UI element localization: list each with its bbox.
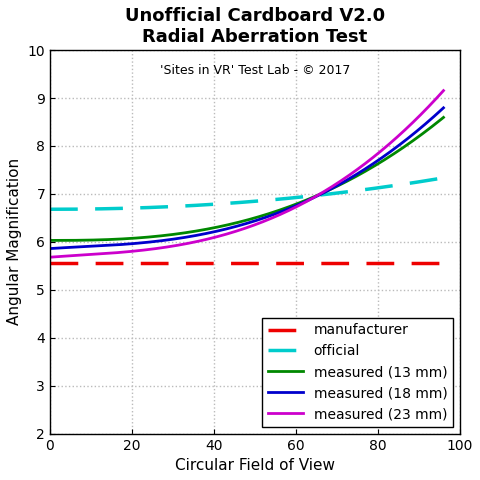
measured (18 mm): [236, 223, 242, 228]
measured (18 mm): [234, 223, 240, 229]
Line: measured (23 mm): measured (23 mm): [50, 91, 444, 257]
manufacturer: [236, 260, 242, 266]
measured (23 mm): [441, 88, 446, 94]
measured (23 mm): [370, 155, 375, 161]
measured (18 mm): [47, 246, 53, 252]
Y-axis label: Angular Magnification: Angular Magnification: [7, 158, 22, 325]
measured (13 mm): [370, 164, 375, 170]
measured (18 mm): [260, 216, 266, 221]
Title: Unofficial Cardboard V2.0
Radial Aberration Test: Unofficial Cardboard V2.0 Radial Aberrat…: [125, 7, 385, 46]
official: [281, 196, 287, 202]
manufacturer: [47, 260, 53, 266]
measured (23 mm): [236, 228, 242, 233]
measured (18 mm): [370, 161, 375, 167]
measured (23 mm): [260, 219, 266, 225]
official: [236, 200, 242, 205]
measured (13 mm): [234, 220, 240, 226]
Line: official: official: [50, 178, 444, 209]
official: [431, 177, 437, 182]
measured (13 mm): [47, 238, 53, 243]
official: [441, 175, 446, 181]
measured (23 mm): [281, 210, 287, 216]
measured (13 mm): [281, 205, 287, 211]
official: [260, 198, 266, 204]
measured (23 mm): [431, 98, 437, 104]
Legend: manufacturer, official, measured (13 mm), measured (18 mm), measured (23 mm): manufacturer, official, measured (13 mm)…: [262, 318, 453, 427]
manufacturer: [431, 260, 437, 266]
measured (13 mm): [260, 213, 266, 218]
manufacturer: [370, 260, 375, 266]
measured (13 mm): [441, 115, 446, 120]
manufacturer: [441, 260, 446, 266]
manufacturer: [234, 260, 240, 266]
measured (13 mm): [431, 122, 437, 128]
official: [47, 206, 53, 212]
measured (18 mm): [441, 105, 446, 111]
Line: measured (18 mm): measured (18 mm): [50, 108, 444, 249]
official: [370, 186, 375, 192]
Text: 'Sites in VR' Test Lab - © 2017: 'Sites in VR' Test Lab - © 2017: [160, 63, 350, 76]
manufacturer: [281, 260, 287, 266]
measured (23 mm): [47, 254, 53, 260]
Line: measured (13 mm): measured (13 mm): [50, 118, 444, 240]
measured (13 mm): [236, 219, 242, 225]
measured (18 mm): [281, 208, 287, 214]
official: [234, 200, 240, 205]
manufacturer: [260, 260, 266, 266]
measured (23 mm): [234, 228, 240, 234]
measured (18 mm): [431, 114, 437, 120]
X-axis label: Circular Field of View: Circular Field of View: [175, 458, 335, 473]
